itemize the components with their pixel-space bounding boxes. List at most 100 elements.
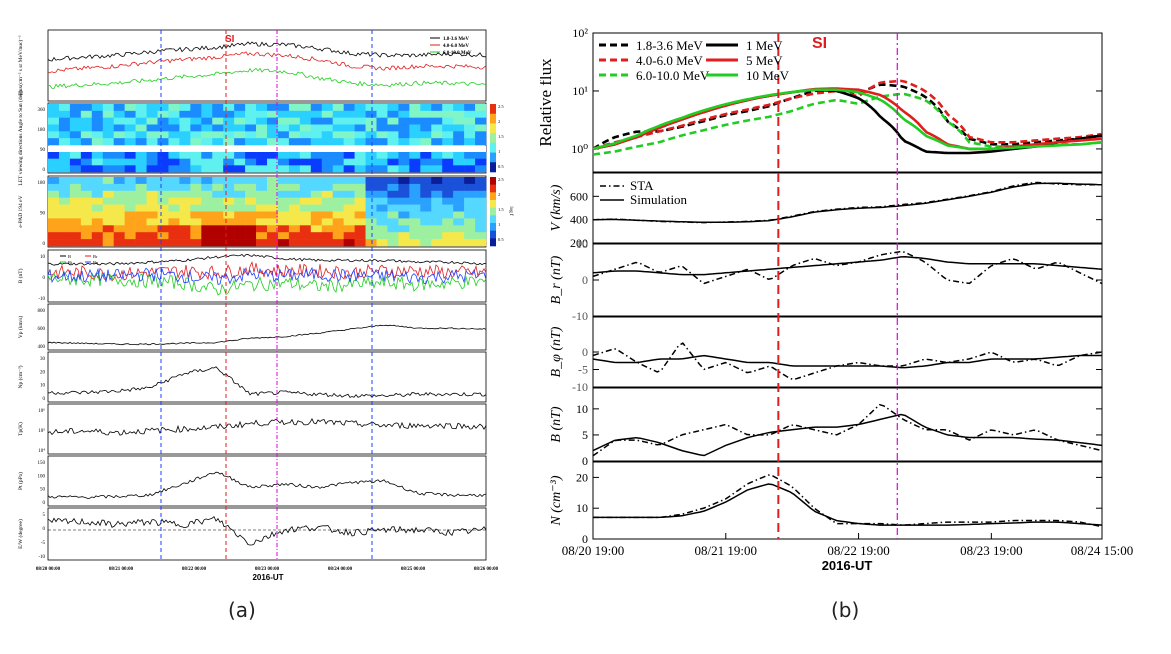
- viewing-cell: [201, 117, 213, 125]
- panel-b-ytick-label: 10¹: [572, 84, 588, 98]
- epad-cell: [102, 239, 114, 247]
- epad-cell: [80, 177, 93, 185]
- viewing-cell: [343, 104, 355, 112]
- epad-cell: [310, 177, 323, 185]
- epad-cell: [453, 232, 465, 240]
- epad-cell: [321, 197, 333, 205]
- viewing-cell: [124, 138, 136, 146]
- epad-colorbar: [490, 177, 496, 185]
- viewing-cell: [267, 131, 279, 139]
- epad-cell: [91, 204, 104, 212]
- pt-line: [47, 471, 487, 500]
- panel-b-data-lines: [592, 79, 1103, 528]
- viewing-cell: [343, 131, 355, 139]
- epad-cell: [135, 211, 147, 219]
- viewing-cell: [157, 165, 169, 173]
- epad-cell: [124, 225, 136, 233]
- epad-cell: [365, 218, 377, 226]
- epad-cell: [190, 177, 202, 185]
- epad-cell: [398, 211, 410, 219]
- epad-cell: [365, 190, 377, 198]
- viewing-cell: [69, 152, 82, 159]
- viewing-cell: [267, 117, 279, 125]
- epad-cell: [58, 190, 71, 198]
- epad-cell: [102, 197, 114, 205]
- epad-cell: [387, 211, 399, 219]
- viewing-cell: [223, 124, 235, 132]
- epad-cell: [453, 204, 465, 212]
- viewing-cell: [102, 165, 114, 173]
- viewing-cell: [113, 131, 125, 139]
- epad-cell: [190, 239, 202, 247]
- colorbar-tick-label: 2: [498, 192, 500, 197]
- viewing-cell: [277, 117, 290, 125]
- viewing-cell: [157, 110, 169, 118]
- epad-cell: [310, 190, 323, 198]
- viewing-cell: [124, 131, 136, 139]
- epad-cell: [442, 177, 454, 185]
- epad-cell: [48, 232, 60, 240]
- epad-cell: [190, 225, 202, 233]
- epad-cell: [365, 225, 377, 233]
- panel-a-frames: [47, 29, 487, 561]
- panel-a-ytick-label: -10: [38, 555, 45, 560]
- epad-cell: [354, 190, 366, 198]
- viewing-cell: [321, 104, 333, 112]
- viewing-cell: [475, 131, 487, 139]
- epad-cell: [234, 190, 246, 198]
- epad-cell: [464, 190, 476, 198]
- epad-cell: [201, 225, 213, 233]
- epad-cell: [168, 232, 180, 240]
- viewing-cell: [201, 131, 213, 139]
- viewing-cell: [190, 104, 202, 112]
- epad-cell: [398, 218, 410, 226]
- panel-a-ytick-label: 0: [43, 501, 46, 506]
- epad-cell: [245, 232, 257, 240]
- epad-cell: [442, 204, 454, 212]
- viewing-cell: [234, 131, 246, 139]
- epad-cell: [365, 239, 377, 247]
- viewing-cell: [365, 110, 377, 118]
- viewing-cell: [168, 110, 180, 118]
- epad-cell: [277, 177, 290, 185]
- epad-cell: [453, 197, 465, 205]
- epad-cell: [299, 197, 312, 205]
- panel-a-spectrograms: [48, 104, 496, 247]
- epad-cell: [245, 239, 257, 247]
- epad-cell: [431, 239, 443, 247]
- epad-cell: [310, 211, 323, 219]
- panel-b-series-Simulation: [593, 483, 1103, 526]
- viewing-cell: [223, 152, 235, 159]
- epad-cell: [157, 232, 169, 240]
- epad-cell: [409, 204, 421, 212]
- legend-label: 1.8-3.6 MeV: [636, 38, 703, 53]
- panel-b-xtick-label: 08/24 15:00: [1071, 543, 1133, 558]
- epad-cell: [201, 190, 213, 198]
- panel-b-ytick-label: 0: [582, 273, 588, 287]
- epad-cell: [321, 183, 333, 192]
- b-component-line-B: [47, 253, 487, 266]
- viewing-cell: [475, 110, 487, 118]
- panel-a-frame: [47, 303, 487, 351]
- panel-a-ytick-label: 5: [43, 513, 46, 518]
- panel-a-ytick-label: 10⁴: [38, 448, 45, 454]
- epad-cell: [299, 225, 312, 233]
- viewing-cell: [310, 152, 323, 159]
- epad-cell: [256, 177, 268, 185]
- viewing-cell: [398, 138, 410, 146]
- panel-a-ytick-label: -5: [41, 541, 46, 546]
- panel-b-frame: [592, 172, 1103, 244]
- viewing-cell: [376, 117, 388, 125]
- panel-a-ytick-label: 0: [43, 397, 46, 402]
- panel-a-ylabel: Vp (km/s): [17, 316, 24, 339]
- viewing-cell: [223, 138, 235, 146]
- epad-cell: [80, 239, 93, 247]
- viewing-cell: [299, 158, 312, 166]
- panel-a-frame: [47, 507, 487, 561]
- epad-cell: [190, 211, 202, 219]
- viewing-cell: [420, 131, 432, 139]
- panel-a-ylabel: Pt (pPa): [17, 472, 24, 490]
- viewing-cell: [48, 117, 60, 125]
- viewing-cell: [310, 110, 323, 118]
- epad-colorbar: [490, 207, 496, 216]
